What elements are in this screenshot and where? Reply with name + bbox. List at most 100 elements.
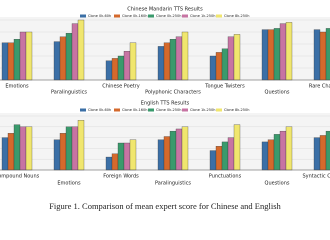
bar (261, 141, 269, 171)
legend-swatch (182, 108, 188, 112)
bar (221, 48, 229, 81)
legend-label: Clone 0k-160h (122, 14, 147, 18)
chart-title: English TTS Results (141, 101, 190, 107)
legend-swatch (114, 14, 120, 18)
bar (117, 55, 125, 81)
bar (279, 23, 287, 81)
x-tick-label: Questions (265, 181, 290, 187)
x-tick-label: Punctuations (209, 174, 242, 180)
bar (209, 150, 217, 171)
bar (319, 135, 327, 171)
bar (233, 34, 241, 81)
bar (25, 126, 33, 171)
bar (209, 55, 217, 81)
bar (181, 126, 189, 171)
bar (169, 39, 177, 81)
legend-swatch (114, 108, 120, 112)
legend-label: Clone 1k-250h (190, 14, 215, 18)
bar (227, 36, 235, 81)
bar (13, 124, 21, 171)
bar (111, 58, 119, 81)
legend-label: Clone 8k-250h (224, 14, 249, 18)
bar (65, 33, 73, 81)
bar (117, 142, 125, 171)
legend-label: Clone 0k-250h (156, 108, 181, 112)
bar (105, 156, 113, 171)
bar (313, 29, 321, 81)
bar (221, 141, 229, 171)
x-tick-label: Emotions (5, 84, 29, 90)
x-tick-label: Chinese Poetry (102, 84, 140, 90)
chart-title: Chinese Mandarin TTS Results (127, 7, 203, 13)
legend-swatch (216, 14, 222, 18)
bar (111, 153, 119, 171)
bar (181, 31, 189, 81)
x-tick-label: Polyphonic Characters (145, 90, 201, 96)
bar (129, 42, 137, 81)
legend-swatch (148, 14, 154, 18)
bar (313, 137, 321, 171)
bar (59, 133, 67, 171)
bar (7, 42, 15, 81)
legend-swatch (148, 108, 154, 112)
legend-label: Clone 8k-250h (224, 108, 249, 112)
bar (71, 126, 79, 171)
bar (325, 28, 330, 81)
x-tick-label: Foreign Words (103, 174, 139, 180)
bar (319, 31, 327, 81)
bar (123, 51, 131, 81)
bar (13, 39, 21, 81)
bar (215, 52, 223, 81)
bar (273, 134, 281, 171)
bar (105, 60, 113, 81)
bar (53, 139, 61, 171)
bar (77, 19, 85, 81)
legend-label: Clone 0k-160h (122, 108, 147, 112)
bar (19, 126, 27, 171)
bar (169, 130, 177, 171)
figure: Figure 1. Comparison of mean expert scor… (0, 7, 330, 211)
bar (129, 139, 137, 171)
bar (215, 146, 223, 171)
bar (157, 139, 165, 171)
bar (71, 23, 79, 81)
legend-swatch (80, 14, 86, 18)
caption: Figure 1. Comparison of mean expert scor… (49, 201, 281, 211)
bar (325, 130, 330, 171)
bar (65, 126, 73, 171)
bar (25, 31, 33, 81)
bar (59, 36, 67, 81)
legend-swatch (80, 108, 86, 112)
x-tick-label: Paralinguistics (51, 90, 87, 96)
x-tick-label: Rare Characters (309, 84, 330, 90)
bar (163, 42, 171, 81)
legend-swatch (182, 14, 188, 18)
bar (261, 29, 269, 81)
bar (123, 142, 131, 171)
bar (1, 137, 9, 171)
legend-label: Clone 0k-60h (88, 108, 111, 112)
bar (77, 120, 85, 171)
bar (267, 139, 275, 171)
x-tick-label: Paralinguistics (155, 181, 191, 187)
legend-label: Clone 0k-250h (156, 14, 181, 18)
legend-label: Clone 1k-250h (190, 108, 215, 112)
bar (227, 137, 235, 171)
bar (175, 36, 183, 81)
bar (279, 130, 287, 171)
legend-label: Clone 0k-60h (88, 14, 111, 18)
bar (267, 29, 275, 81)
x-tick-label: Questions (265, 90, 290, 96)
bar (233, 124, 241, 171)
bar (53, 41, 61, 81)
x-tick-label: Emotions (57, 181, 81, 187)
x-tick-label: Syntactic Complexity (302, 174, 330, 180)
bar (175, 128, 183, 171)
bar (285, 22, 293, 81)
bar (157, 46, 165, 81)
bar (285, 126, 293, 171)
bar (273, 28, 281, 81)
bar (7, 133, 15, 171)
bar (163, 136, 171, 171)
bar (19, 31, 27, 81)
